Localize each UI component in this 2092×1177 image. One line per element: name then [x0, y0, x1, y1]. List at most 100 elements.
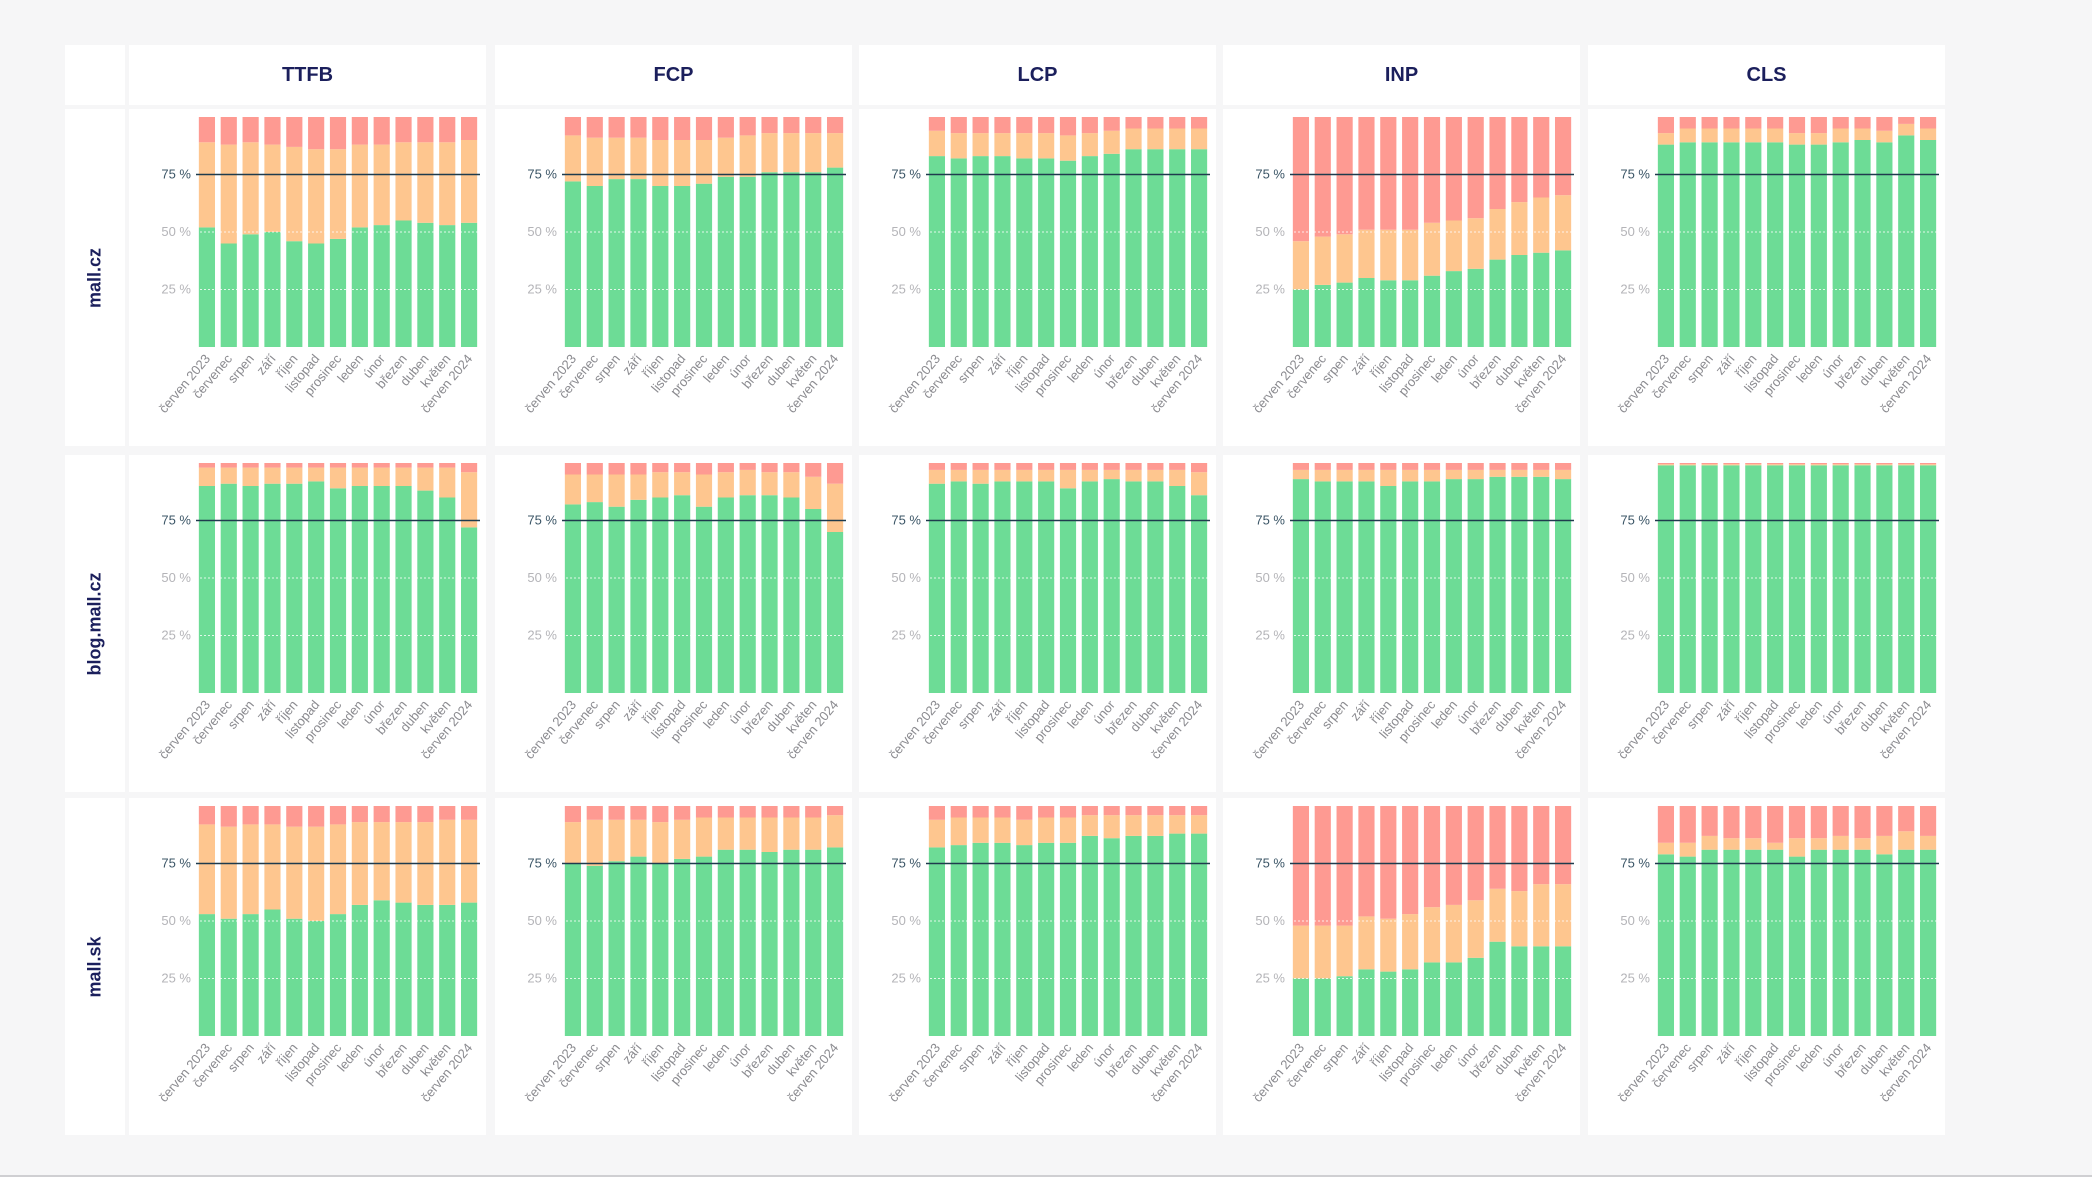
bar-segment — [1832, 117, 1849, 129]
bar-segment — [652, 140, 669, 186]
bar-segment — [1081, 117, 1098, 134]
bar-segment — [286, 806, 303, 827]
bar-segment — [1876, 117, 1893, 131]
stacked-bar-chart: 25 %50 %75 %červen 2023červenecsrpenzáří… — [886, 806, 1210, 1105]
y-tick-label: 25 % — [161, 628, 191, 643]
bar-segment — [1679, 142, 1696, 347]
bar-segment — [1810, 806, 1827, 839]
bar-segment — [994, 117, 1011, 134]
bar-segment — [460, 463, 478, 473]
bar-segment — [286, 241, 303, 347]
bar-segment — [1423, 962, 1441, 1036]
chart-panel-blog.mall.cz-inp: 25 % 50 % 75 % červen 2023 červenec srpen září… — [1223, 455, 1580, 792]
bar-segment — [1081, 481, 1098, 693]
bar-segment — [198, 914, 216, 1036]
bar-segment — [1767, 464, 1784, 466]
bar-segment — [1336, 282, 1353, 347]
bar-segment — [1723, 128, 1740, 143]
bar-segment — [242, 142, 259, 235]
bar-segment — [652, 463, 669, 473]
bar-segment — [1292, 289, 1310, 347]
bar-segment — [1314, 284, 1331, 347]
bar-segment — [1854, 128, 1871, 140]
bar-segment — [1657, 465, 1675, 693]
bar-segment — [329, 463, 347, 468]
column-header-cls: CLS — [1588, 45, 1945, 105]
bar-segment — [1402, 914, 1419, 970]
bar-segment — [1125, 117, 1142, 129]
y-tick-label: 25 % — [527, 971, 557, 986]
bar-segment — [928, 156, 946, 347]
bar-segment — [1336, 463, 1353, 470]
bar-segment — [1919, 465, 1937, 693]
bar-segment — [1679, 464, 1696, 466]
bar-segment — [928, 806, 946, 820]
bar-segment — [739, 135, 756, 177]
bar-segment — [1810, 117, 1827, 134]
bar-segment — [608, 861, 625, 1036]
stacked-bar-chart: 25 %50 %75 %červen 2023červenecsrpenzáří… — [1615, 806, 1939, 1105]
bar-segment — [1554, 463, 1572, 470]
y-tick-label: 25 % — [1255, 282, 1285, 297]
bar-segment — [586, 186, 603, 347]
bar-segment — [950, 463, 967, 470]
bar-segment — [1147, 128, 1164, 150]
bar-segment — [1701, 806, 1718, 836]
bar-segment — [1679, 465, 1696, 693]
bar-segment — [564, 135, 582, 182]
bar-segment — [308, 806, 325, 827]
bar-segment — [1745, 463, 1762, 465]
bar-segment — [1314, 469, 1331, 482]
bar-segment — [439, 904, 456, 1036]
bar-segment — [373, 822, 390, 901]
bar-segment — [783, 117, 800, 134]
stacked-bar-chart: 25 %50 %75 %červen 2023červenecsrpenzáří… — [156, 117, 480, 416]
bar-segment — [1380, 971, 1397, 1036]
bar-segment — [1059, 117, 1077, 136]
bar-segment — [586, 502, 603, 693]
bar-segment — [1103, 815, 1120, 839]
y-tick-label: 75 % — [891, 856, 921, 871]
bar-segment — [1854, 838, 1871, 850]
bar-segment — [1190, 472, 1208, 496]
bar-segment — [439, 117, 456, 143]
bar-segment — [1701, 464, 1718, 466]
bar-segment — [1016, 463, 1033, 470]
bar-segment — [1059, 135, 1077, 161]
bar-segment — [972, 817, 989, 843]
y-tick-label: 50 % — [161, 224, 191, 239]
bar-segment — [1314, 481, 1331, 693]
bar-segment — [826, 117, 844, 134]
bar-segment — [783, 172, 800, 347]
bar-segment — [652, 863, 669, 1036]
bar-segment — [1125, 835, 1142, 1036]
bottom-divider — [0, 1175, 2092, 1177]
bar-segment — [1467, 463, 1484, 470]
bar-segment — [608, 806, 625, 820]
bar-segment — [826, 483, 844, 532]
bar-segment — [630, 463, 647, 475]
bar-segment — [1723, 838, 1740, 850]
bar-segment — [1336, 469, 1353, 482]
bar-segment — [417, 467, 434, 491]
y-tick-label: 25 % — [1620, 971, 1650, 986]
bar-segment — [220, 826, 237, 919]
y-tick-label: 25 % — [161, 971, 191, 986]
bar-segment — [1445, 220, 1462, 272]
bar-segment — [395, 463, 412, 468]
bar-segment — [608, 474, 625, 507]
bar-segment — [1489, 117, 1506, 209]
bar-segment — [329, 806, 347, 825]
stacked-bar-chart: 25 %50 %75 %červen 2023červenecsrpenzáří… — [886, 463, 1210, 762]
bar-segment — [439, 463, 456, 468]
bar-segment — [950, 481, 967, 693]
bar-segment — [695, 474, 713, 507]
y-tick-label: 50 % — [1620, 224, 1650, 239]
bar-segment — [717, 137, 734, 177]
bar-segment — [242, 914, 259, 1036]
chart-panel-mall.cz-ttfb: 25 % 50 % 75 % červen 2023 červenec srpen září… — [129, 109, 486, 446]
bar-segment — [783, 849, 800, 1036]
bar-segment — [351, 463, 368, 468]
bar-segment — [1147, 149, 1164, 347]
y-tick-label: 75 % — [527, 856, 557, 871]
